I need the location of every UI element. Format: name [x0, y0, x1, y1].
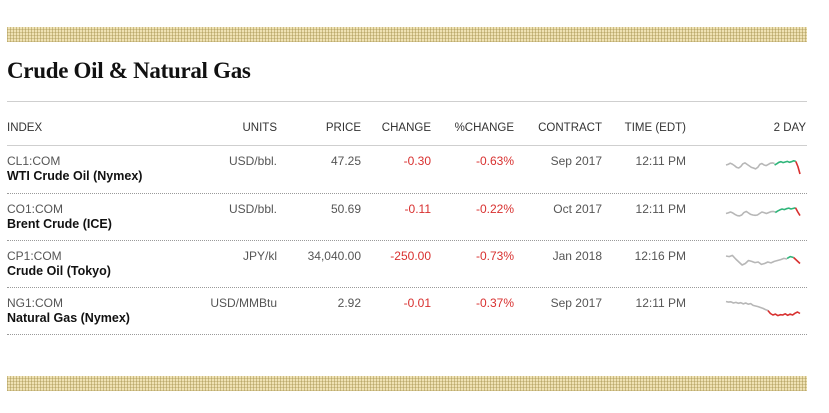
col-header-index[interactable]: INDEX	[7, 122, 43, 134]
two-day-sparkline	[725, 254, 801, 266]
sparkline-up-line	[774, 160, 797, 166]
sparkline-down-line	[767, 309, 801, 317]
row-pct-change: -0.22%	[475, 202, 514, 216]
row-price: 47.25	[330, 154, 361, 168]
page-title: Crude Oil & Natural Gas	[7, 58, 251, 83]
row-change: -0.11	[404, 202, 431, 216]
sparkline-up-line	[774, 207, 796, 214]
row-units: USD/bbl.	[228, 202, 277, 216]
decorative-stripe-top	[7, 27, 807, 42]
row-price: 34,040.00	[307, 249, 361, 263]
row-time: 12:11 PM	[635, 296, 686, 310]
two-day-sparkline	[725, 207, 801, 217]
sparkline-history-line	[725, 210, 776, 217]
sparkline-down-line	[793, 256, 801, 265]
col-header-change[interactable]: CHANGE	[381, 122, 431, 134]
row-ticker[interactable]: CP1:COM	[7, 249, 62, 263]
decorative-stripe-bottom	[7, 376, 807, 391]
two-day-sparkline	[725, 300, 801, 317]
row-pct-change: -0.63%	[475, 154, 514, 168]
row-ticker[interactable]: CO1:COM	[7, 202, 64, 216]
col-header-two-day: 2 DAY	[773, 122, 806, 134]
row-units: USD/MMBtu	[210, 296, 277, 310]
row-contract: Jan 2018	[552, 249, 602, 263]
header-bottom-rule	[7, 145, 807, 146]
two-day-sparkline	[725, 160, 801, 175]
row-contract: Sep 2017	[550, 296, 602, 310]
row-name[interactable]: Crude Oil (Tokyo)	[7, 264, 111, 278]
row-units: USD/bbl.	[228, 154, 277, 168]
row-price: 50.69	[330, 202, 361, 216]
row-ticker[interactable]: CL1:COM	[7, 154, 61, 168]
row-name[interactable]: Brent Crude (ICE)	[7, 217, 112, 231]
sparkline-down-line	[794, 207, 801, 217]
row-time: 12:11 PM	[635, 154, 686, 168]
col-header-time[interactable]: TIME (EDT)	[624, 122, 686, 134]
sparkline-down-line	[795, 161, 801, 175]
row-divider	[7, 240, 807, 241]
row-divider	[7, 334, 807, 335]
col-header-pct-change[interactable]: %CHANGE	[454, 122, 514, 134]
row-divider	[7, 287, 807, 288]
col-header-units[interactable]: UNITS	[242, 122, 278, 134]
row-change: -250.00	[390, 249, 431, 263]
sparkline-history-line	[725, 300, 769, 312]
header-top-rule	[7, 101, 807, 102]
row-contract: Sep 2017	[550, 154, 602, 168]
row-units: JPY/kl	[242, 249, 277, 263]
row-price: 2.92	[337, 296, 361, 310]
sparkline-history-line	[725, 162, 775, 170]
row-change: -0.01	[403, 296, 431, 310]
row-name[interactable]: Natural Gas (Nymex)	[7, 311, 130, 325]
sparkline-up-line	[786, 255, 794, 260]
row-contract: Oct 2017	[553, 202, 602, 216]
row-change: -0.30	[403, 154, 431, 168]
row-ticker[interactable]: NG1:COM	[7, 296, 64, 310]
sparkline-history-line	[725, 254, 788, 266]
col-header-contract[interactable]: CONTRACT	[538, 122, 602, 134]
row-pct-change: -0.73%	[475, 249, 514, 263]
row-time: 12:16 PM	[634, 249, 686, 263]
col-header-price[interactable]: PRICE	[325, 122, 361, 134]
row-divider	[7, 193, 807, 194]
row-time: 12:11 PM	[635, 202, 686, 216]
row-name[interactable]: WTI Crude Oil (Nymex)	[7, 169, 143, 183]
row-pct-change: -0.37%	[475, 296, 514, 310]
